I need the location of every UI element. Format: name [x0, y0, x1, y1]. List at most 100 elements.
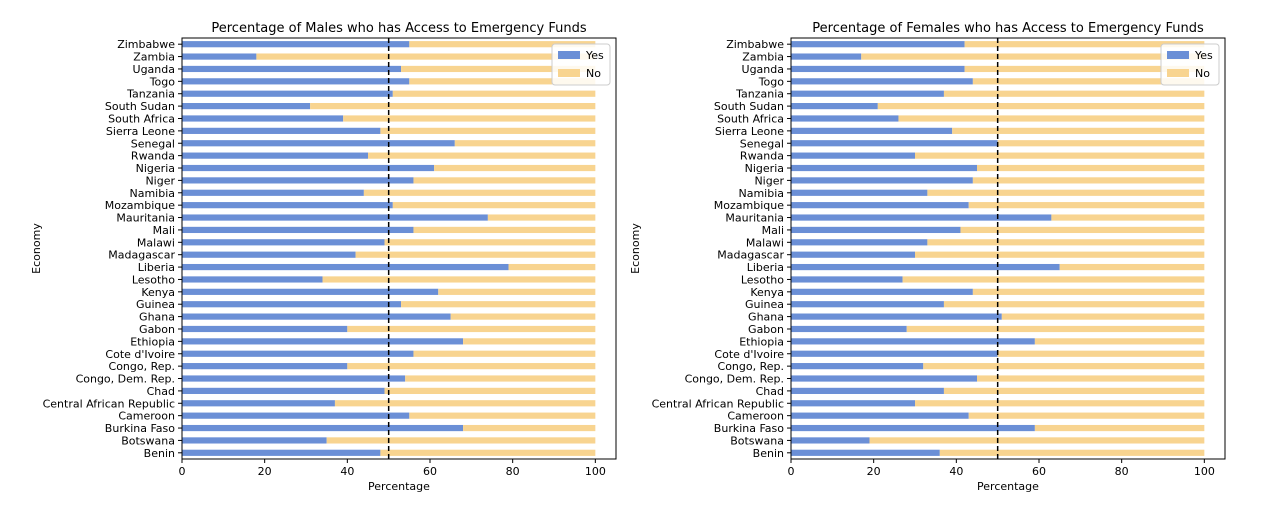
bar-no-south-africa [343, 115, 596, 122]
bar-yes-burkina-faso [791, 424, 1035, 432]
bar-no-burkina-faso [463, 424, 596, 432]
y-tick-label: Benin [144, 447, 175, 460]
chart-title: Percentage of Females who has Access to … [812, 21, 1204, 36]
y-tick-label: Burkina Faso [714, 422, 784, 435]
plot-frame [181, 37, 617, 460]
bar-no-congo-rep- [923, 363, 1205, 370]
bar-no-namibia [363, 189, 596, 196]
bar-yes-botswana [791, 437, 870, 444]
y-tick-label: Tanzania [735, 88, 784, 101]
bar-no-liberia [1059, 263, 1205, 271]
bar-yes-congo-rep- [791, 363, 924, 370]
legend-label-yes: Yes [585, 49, 604, 62]
y-tick-label: Sierra Leone [715, 125, 784, 138]
bar-yes-south-sudan [182, 103, 311, 110]
bar-yes-sierra-leone [182, 127, 381, 134]
bar-no-kenya [438, 288, 596, 295]
y-tick-label: Guinea [136, 298, 175, 311]
y-tick-label: Cote d'Ivoire [714, 348, 784, 361]
y-tick-label: Zimbabwe [117, 38, 175, 51]
bar-yes-chad [791, 387, 944, 394]
bar-no-niger [972, 177, 1205, 184]
bar-no-ethiopia [463, 338, 596, 345]
bar-no-congo-rep- [347, 363, 596, 370]
y-tick-label: Mozambique [105, 199, 175, 212]
bar-no-liberia [508, 263, 596, 271]
bar-no-gabon [347, 325, 596, 333]
y-tick-label: Ghana [748, 311, 784, 324]
x-tick-label: 40 [340, 465, 354, 478]
y-tick-label: Niger [754, 174, 784, 187]
bar-no-chad [943, 387, 1205, 394]
bar-no-senegal [454, 140, 596, 147]
y-tick-label: Cameroon [118, 410, 175, 423]
bar-yes-tanzania [791, 90, 944, 97]
y-tick-label: Malawi [746, 236, 784, 249]
bar-no-benin [939, 449, 1205, 456]
bar-yes-congo-dem-rep- [182, 375, 406, 382]
y-tick-label: South Africa [717, 112, 784, 125]
y-tick-label: South Sudan [105, 100, 175, 113]
bar-yes-uganda [182, 65, 402, 73]
bar-no-zambia [256, 53, 596, 60]
x-tick-label: 60 [423, 465, 437, 478]
bar-yes-malawi [791, 239, 928, 246]
bar-no-botswana [869, 437, 1205, 444]
x-tick-label: 80 [1115, 465, 1129, 478]
bar-no-namibia [927, 189, 1205, 196]
bar-no-cote-d-ivoire [997, 350, 1205, 357]
bar-yes-congo-dem-rep- [791, 375, 977, 382]
bar-no-cameroon [409, 412, 596, 419]
legend: Yes No [551, 43, 611, 86]
bar-no-congo-dem-rep- [977, 375, 1205, 382]
bar-no-rwanda [368, 152, 596, 159]
y-tick-label: Malawi [137, 236, 175, 249]
legend-swatch-no [1167, 69, 1189, 77]
bar-no-lesotho [322, 276, 596, 283]
y-tick-label: Liberia [138, 261, 175, 274]
x-tick-label: 0 [179, 465, 186, 478]
bar-yes-ghana [182, 313, 451, 320]
y-tick-label: Lesotho [132, 273, 175, 286]
y-tick-label: Congo, Rep. [109, 360, 175, 373]
bar-no-malawi [384, 239, 596, 246]
bar-yes-south-africa [182, 115, 344, 122]
bar-no-ethiopia [1034, 338, 1205, 345]
bar-yes-rwanda [791, 152, 915, 159]
x-axis-label: Percentage [368, 480, 430, 493]
bar-yes-zambia [791, 53, 862, 60]
bar-no-ghana [1001, 313, 1205, 320]
bar-yes-lesotho [791, 276, 903, 283]
x-axis-label: Percentage [977, 480, 1039, 493]
bar-yes-mozambique [182, 202, 393, 209]
bar-yes-zimbabwe [182, 41, 410, 48]
y-tick-label: Congo, Dem. Rep. [685, 373, 784, 386]
y-tick-label: Gabon [139, 323, 175, 336]
y-tick-label: Tanzania [126, 88, 175, 101]
legend-swatch-yes [1167, 51, 1189, 59]
bar-no-tanzania [392, 90, 596, 97]
y-tick-label: Ethiopia [130, 335, 175, 348]
bar-no-tanzania [943, 90, 1205, 97]
y-tick-label: Togo [149, 75, 176, 88]
y-axis-label: Economy [30, 223, 43, 274]
bar-no-nigeria [434, 164, 596, 172]
y-tick-label: Zambia [133, 51, 175, 64]
bar-no-madagascar [355, 251, 596, 258]
y-tick-label: Burkina Faso [105, 422, 175, 435]
y-tick-label: Mauritania [725, 212, 784, 225]
y-tick-label: Zimbabwe [726, 38, 784, 51]
bar-yes-cote-d-ivoire [182, 350, 414, 357]
y-tick-label: Namibia [129, 187, 175, 200]
bar-yes-senegal [791, 140, 998, 147]
bar-no-ghana [450, 313, 596, 320]
legend-label-no: No [586, 67, 601, 80]
bar-yes-madagascar [182, 251, 356, 258]
bar-no-burkina-faso [1034, 424, 1205, 432]
legend: Yes No [1160, 43, 1220, 86]
bar-no-mauritania [1051, 214, 1205, 221]
y-tick-label: Senegal [131, 137, 175, 150]
bar-no-madagascar [915, 251, 1205, 258]
bar-no-togo [409, 78, 596, 85]
